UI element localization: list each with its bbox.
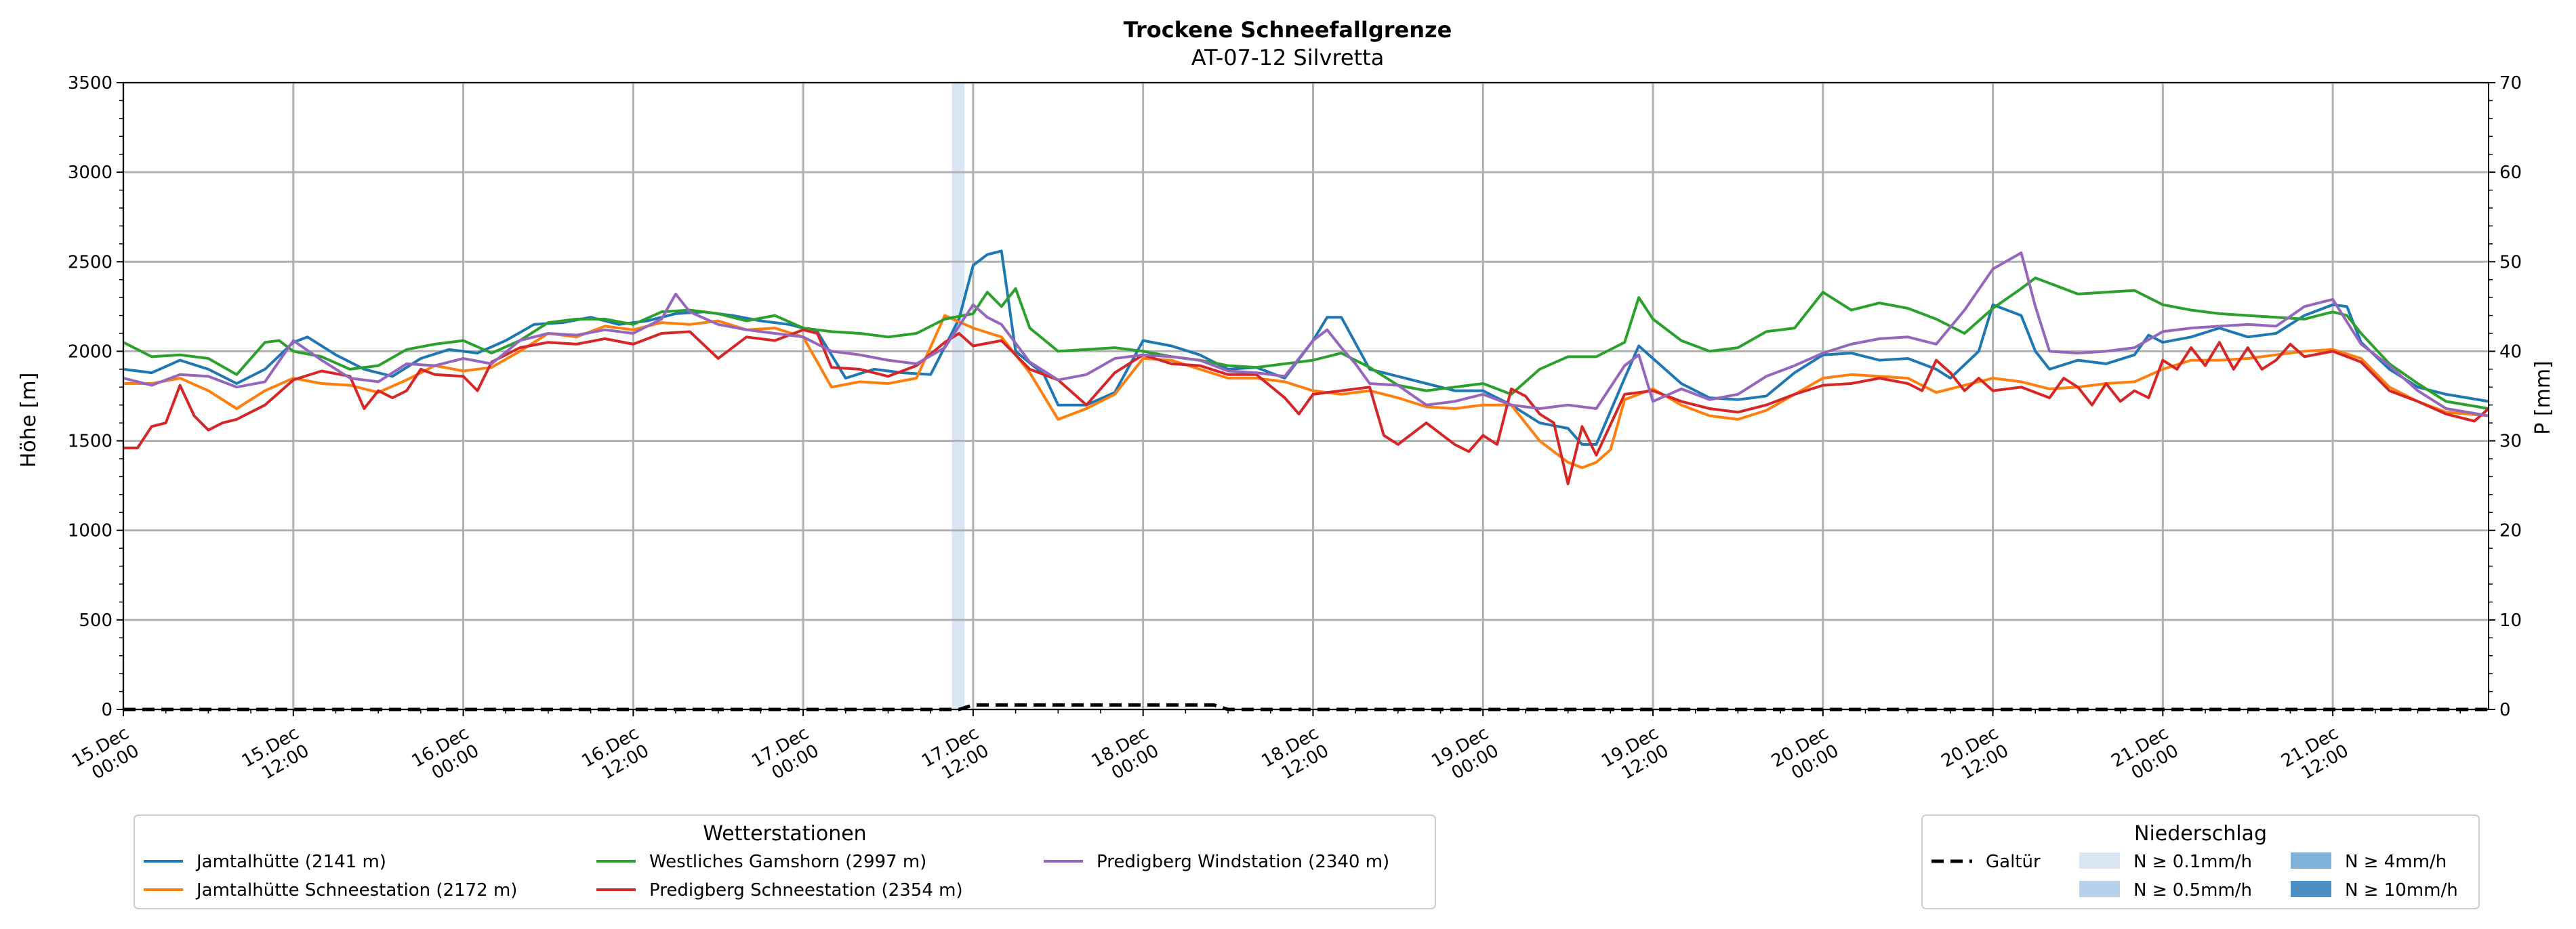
- legend-precip-swatch: [2079, 881, 2120, 897]
- chart-subtitle: AT-07-12 Silvretta: [1191, 45, 1385, 70]
- y-axis-label-right: P [mm]: [2531, 360, 2555, 434]
- chart-title: Trockene Schneefallgrenze: [1124, 17, 1452, 43]
- legend-station-label: Jamtalhütte (2141 m): [195, 852, 386, 872]
- x-tick-label: 16.Dec12:00: [578, 723, 652, 789]
- right-axis: 0 10 20 30 40 50 60 70: [2489, 73, 2522, 720]
- y-tick-label-left: 0: [101, 700, 113, 720]
- legend-precip-label: N ≥ 10mm/h: [2345, 880, 2458, 901]
- x-tick-label: 20.Dec12:00: [1938, 723, 2012, 789]
- legend-precip-label: N ≥ 0.5mm/h: [2133, 880, 2252, 901]
- x-tick-label: 20.Dec00:00: [1768, 723, 1842, 789]
- legend-precipitation: Niederschlag Galtür N ≥ 0.1mm/h N ≥ 0.5mm/…: [1921, 814, 2480, 909]
- y-tick-label-right: 10: [2499, 611, 2522, 631]
- legend-stations: Wetterstationen Jamtalhütte (2141 m) Jamt…: [134, 814, 1436, 909]
- x-tick-label: 21.Dec12:00: [2278, 723, 2352, 789]
- x-tick-label: 19.Dec12:00: [1598, 723, 1672, 789]
- y-tick-label-left: 2000: [68, 342, 113, 362]
- series-line: [123, 251, 2489, 417]
- y-tick-label-right: 70: [2499, 73, 2522, 94]
- y-axis-label-left: Höhe [m]: [17, 373, 41, 468]
- grid-lines: [122, 81, 2489, 711]
- x-tick-label: 17.Dec00:00: [748, 723, 822, 789]
- precip-band: [952, 83, 965, 709]
- y-tick-label-left: 500: [79, 611, 113, 631]
- legend-station-label: Westliches Gamshorn (2997 m): [649, 852, 926, 872]
- legend-station-label: Predigberg Windstation (2340 m): [1097, 852, 1389, 872]
- legend-stations-box: [134, 814, 1436, 909]
- series-line: [123, 276, 2489, 410]
- legend-precip-swatch: [2291, 881, 2331, 897]
- legend-precip-swatch: [2291, 852, 2331, 869]
- x-tick-label: 21.Dec00:00: [2108, 723, 2182, 789]
- plot-frame: [123, 82, 2489, 710]
- legend-station-label: Predigberg Schneestation (2354 m): [649, 880, 963, 901]
- x-tick-label: 18.Dec00:00: [1088, 723, 1162, 789]
- legend-precipitation-title: Niederschlag: [2134, 822, 2267, 846]
- legend-stations-title: Wetterstationen: [703, 822, 866, 846]
- y-tick-label-right: 0: [2499, 700, 2511, 720]
- legend-precip-label: Galtür: [1986, 852, 2041, 872]
- y-tick-label-right: 30: [2499, 432, 2522, 452]
- series-line: [123, 703, 2489, 711]
- left-axis: 0 500 1000 1500 2000 2500 3000 3500: [68, 73, 123, 720]
- y-tick-label-right: 50: [2499, 252, 2522, 272]
- legend-station-label: Jamtalhütte Schneestation (2172 m): [195, 880, 517, 901]
- series-lines: [123, 249, 2490, 711]
- x-tick-label: 15.Dec12:00: [239, 723, 312, 789]
- y-tick-label-left: 3000: [68, 163, 113, 183]
- y-tick-label-left: 1500: [68, 432, 113, 452]
- x-tick-label: 17.Dec12:00: [918, 723, 992, 789]
- y-tick-label-left: 3500: [68, 73, 113, 94]
- x-tick-label: 18.Dec12:00: [1259, 723, 1332, 789]
- y-tick-label-right: 60: [2499, 163, 2522, 183]
- y-tick-label-left: 2500: [68, 252, 113, 272]
- legend-precip-label: N ≥ 0.1mm/h: [2133, 852, 2252, 872]
- x-tick-label: 15.Dec00:00: [68, 723, 142, 789]
- legend-precipitation-box: [1921, 814, 2480, 909]
- x-tick-label: 16.Dec00:00: [409, 723, 483, 789]
- y-tick-label-right: 20: [2499, 521, 2522, 541]
- y-tick-label-right: 40: [2499, 342, 2522, 362]
- precipitation-bands: [952, 83, 965, 709]
- x-tick-label: 19.Dec00:00: [1428, 723, 1502, 789]
- legend-precip-swatch: [2079, 852, 2120, 869]
- x-axis: 15.Dec00:00 15.Dec12:00 16.Dec00:00 16.Dec1…: [68, 709, 2461, 789]
- y-tick-label-left: 1000: [68, 521, 113, 541]
- legend-precip-label: N ≥ 4mm/h: [2345, 852, 2447, 872]
- series-line: [123, 328, 2490, 485]
